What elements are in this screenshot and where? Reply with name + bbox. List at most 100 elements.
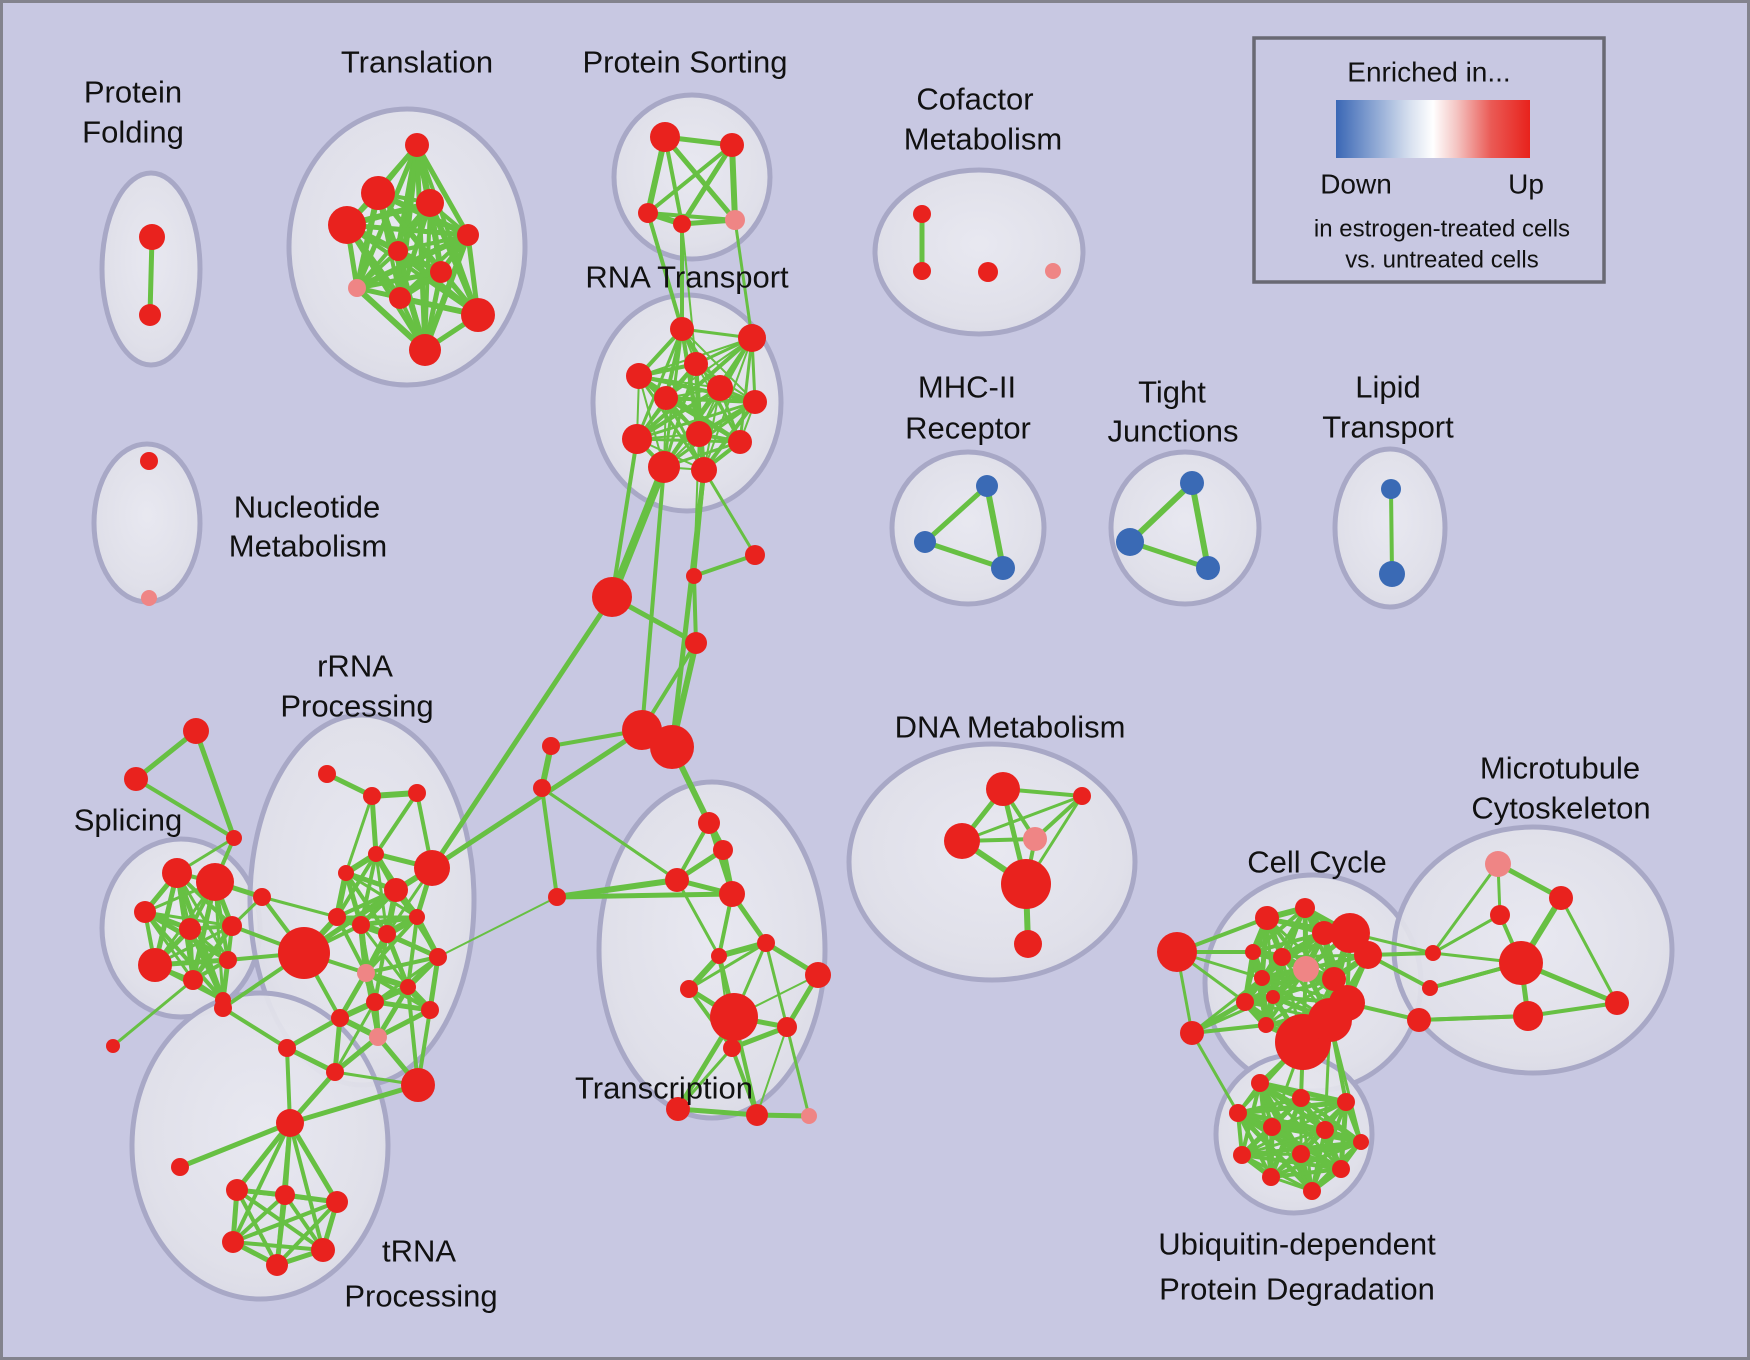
- translation-node[interactable]: [348, 279, 366, 297]
- trna-processing-node[interactable]: [226, 1179, 248, 1201]
- translation-node[interactable]: [430, 261, 452, 283]
- ubiquitin-degradation-node[interactable]: [1233, 1146, 1251, 1164]
- mhc-ii-receptor-node[interactable]: [914, 531, 936, 553]
- microtubule-cytoskeleton-node[interactable]: [1422, 980, 1438, 996]
- rrna-processing-node[interactable]: [368, 846, 384, 862]
- tight-junctions-node[interactable]: [1180, 471, 1204, 495]
- trna-processing-node[interactable]: [311, 1238, 335, 1262]
- rrna-processing-node[interactable]: [384, 878, 408, 902]
- dna-metabolism-node[interactable]: [944, 823, 980, 859]
- rrna-processing-node[interactable]: [338, 865, 354, 881]
- translation-node[interactable]: [388, 241, 408, 261]
- rna-transport-node[interactable]: [707, 375, 733, 401]
- rna-transport-node[interactable]: [626, 363, 652, 389]
- rrna-processing-node[interactable]: [357, 964, 375, 982]
- translation-node[interactable]: [409, 334, 441, 366]
- rrna-processing-node[interactable]: [253, 888, 271, 906]
- transcription-node[interactable]: [680, 980, 698, 998]
- rrna-processing-node[interactable]: [352, 916, 370, 934]
- lipid-transport-node[interactable]: [1379, 561, 1405, 587]
- trna-processing-node[interactable]: [276, 1109, 304, 1137]
- rrna-processing-node[interactable]: [214, 999, 232, 1017]
- rna-transport-node[interactable]: [686, 421, 712, 447]
- transcription-node[interactable]: [666, 1097, 690, 1121]
- splicing-node[interactable]: [219, 951, 237, 969]
- translation-node[interactable]: [405, 133, 429, 157]
- splicing-node[interactable]: [226, 830, 242, 846]
- cell-cycle-node[interactable]: [1266, 990, 1280, 1004]
- rna-transport-node[interactable]: [648, 451, 680, 483]
- rrna-processing-node[interactable]: [429, 948, 447, 966]
- trna-processing-node[interactable]: [275, 1185, 295, 1205]
- microtubule-cytoskeleton-node[interactable]: [1499, 941, 1543, 985]
- rna-transport-node[interactable]: [691, 457, 717, 483]
- ubiquitin-degradation-node[interactable]: [1353, 1134, 1369, 1150]
- transcription-node[interactable]: [711, 948, 727, 964]
- translation-node[interactable]: [328, 206, 366, 244]
- transcription-node[interactable]: [710, 993, 758, 1041]
- translation-node[interactable]: [416, 189, 444, 217]
- cell-cycle-node[interactable]: [1258, 1017, 1274, 1033]
- transcription-node[interactable]: [713, 840, 733, 860]
- protein-sorting-node[interactable]: [650, 122, 680, 152]
- transcription-node[interactable]: [719, 881, 745, 907]
- ubiquitin-degradation-node[interactable]: [1262, 1168, 1280, 1186]
- rrna-processing-node[interactable]: [409, 909, 425, 925]
- ubiquitin-degradation-node[interactable]: [1332, 1160, 1350, 1178]
- ubiquitin-degradation-node[interactable]: [1292, 1089, 1310, 1107]
- rrna-processing-node[interactable]: [378, 925, 396, 943]
- nucleotide-metabolism-node[interactable]: [140, 452, 158, 470]
- rrna-processing-node[interactable]: [400, 979, 416, 995]
- microtubule-cytoskeleton-node[interactable]: [1605, 991, 1629, 1015]
- mhc-ii-receptor-node[interactable]: [991, 556, 1015, 580]
- splicing-node[interactable]: [196, 863, 234, 901]
- transcription-node[interactable]: [533, 779, 551, 797]
- cell-cycle-node[interactable]: [1293, 956, 1319, 982]
- protein-folding-node[interactable]: [139, 304, 161, 326]
- microtubule-cytoskeleton-node[interactable]: [1407, 1008, 1431, 1032]
- dna-metabolism-node[interactable]: [1073, 787, 1091, 805]
- rrna-processing-node[interactable]: [326, 1063, 344, 1081]
- microtubule-cytoskeleton-node[interactable]: [1425, 945, 1441, 961]
- central-hubs-node[interactable]: [592, 577, 632, 617]
- cofactor-metabolism-node[interactable]: [913, 205, 931, 223]
- cell-cycle-node[interactable]: [1157, 932, 1197, 972]
- central-hubs-node[interactable]: [650, 725, 694, 769]
- cofactor-metabolism-node[interactable]: [978, 262, 998, 282]
- rrna-processing-node[interactable]: [401, 1068, 435, 1102]
- cofactor-metabolism-node[interactable]: [913, 262, 931, 280]
- microtubule-cytoskeleton-node[interactable]: [1549, 886, 1573, 910]
- protein-sorting-node[interactable]: [725, 210, 745, 230]
- cell-cycle-node[interactable]: [1254, 970, 1270, 986]
- splicing-node[interactable]: [179, 918, 201, 940]
- cell-cycle-node[interactable]: [1245, 944, 1261, 960]
- central-hubs-node[interactable]: [686, 568, 702, 584]
- microtubule-cytoskeleton-node[interactable]: [1485, 851, 1511, 877]
- splicing-node[interactable]: [183, 718, 209, 744]
- rna-transport-node[interactable]: [738, 324, 766, 352]
- translation-node[interactable]: [361, 176, 395, 210]
- trna-processing-node[interactable]: [222, 1231, 244, 1253]
- transcription-node[interactable]: [723, 1039, 741, 1057]
- rna-transport-node[interactable]: [728, 430, 752, 454]
- trna-processing-node[interactable]: [106, 1039, 120, 1053]
- splicing-node[interactable]: [138, 948, 172, 982]
- cell-cycle-node[interactable]: [1273, 948, 1291, 966]
- rrna-processing-node[interactable]: [318, 765, 336, 783]
- dna-metabolism-node[interactable]: [1023, 827, 1047, 851]
- splicing-node[interactable]: [124, 767, 148, 791]
- rrna-processing-node[interactable]: [278, 927, 330, 979]
- trna-processing-node[interactable]: [171, 1158, 189, 1176]
- cell-cycle-node[interactable]: [1354, 941, 1382, 969]
- dna-metabolism-node[interactable]: [986, 772, 1020, 806]
- ubiquitin-degradation-node[interactable]: [1316, 1121, 1334, 1139]
- rna-transport-node[interactable]: [670, 317, 694, 341]
- transcription-node[interactable]: [665, 868, 689, 892]
- cell-cycle-node[interactable]: [1312, 921, 1336, 945]
- transcription-node[interactable]: [698, 812, 720, 834]
- tight-junctions-node[interactable]: [1196, 556, 1220, 580]
- cell-cycle-node[interactable]: [1322, 967, 1346, 991]
- transcription-node[interactable]: [757, 934, 775, 952]
- cell-cycle-node[interactable]: [1330, 913, 1370, 953]
- cell-cycle-node[interactable]: [1308, 998, 1352, 1042]
